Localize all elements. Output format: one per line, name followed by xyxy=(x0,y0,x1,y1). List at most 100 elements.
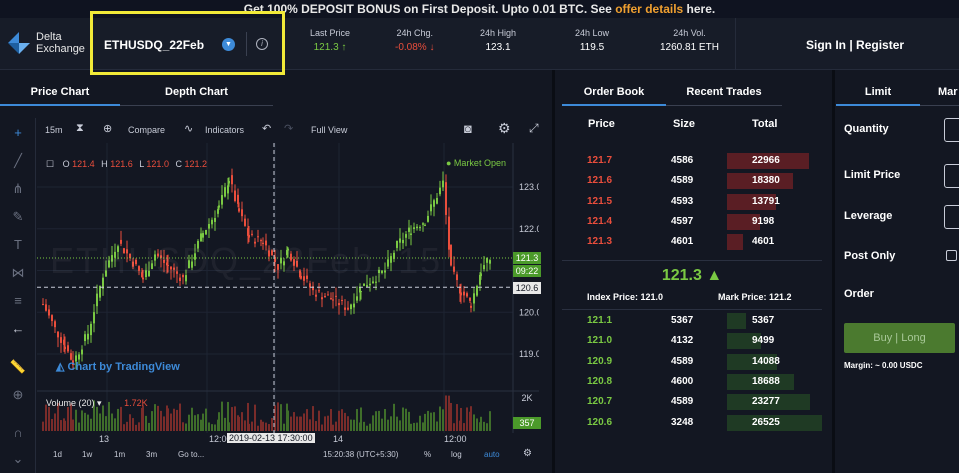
tab-price-chart[interactable]: Price Chart xyxy=(0,82,120,106)
volume-bar xyxy=(194,415,196,431)
offer-details-link[interactable]: offer details xyxy=(615,2,684,16)
undo-icon[interactable]: ↶ xyxy=(262,123,272,135)
leverage-input[interactable] xyxy=(944,205,959,229)
fullview-button[interactable]: Full View xyxy=(311,125,348,135)
compare-icon[interactable]: ⊕ xyxy=(103,123,113,135)
info-icon[interactable]: i xyxy=(256,38,268,50)
signin-link[interactable]: Sign In xyxy=(806,38,846,52)
candle-body xyxy=(300,275,302,279)
tab-recent-trades[interactable]: Recent Trades xyxy=(666,82,782,106)
fullscreen-icon[interactable]: ⤢ xyxy=(529,121,539,135)
volume-bar xyxy=(78,422,80,431)
stat-value: 1260.81 ETH xyxy=(660,42,719,53)
auto-toggle[interactable]: auto xyxy=(484,450,500,459)
candle-body xyxy=(231,175,233,185)
bid-row[interactable]: 120.7 4589 23277 xyxy=(562,392,822,412)
candle-body xyxy=(344,307,346,310)
volume-bar xyxy=(450,402,452,431)
ob-size: 4589 xyxy=(671,175,694,187)
arrow-left-icon[interactable]: ← xyxy=(11,321,25,336)
bid-row[interactable]: 120.8 4600 18688 xyxy=(562,372,822,392)
price-chart[interactable]: 123.0 122.0 121.0 120.0 119.0 xyxy=(37,143,539,433)
volume-bar xyxy=(402,407,404,431)
camera-icon[interactable]: ◙ xyxy=(464,121,472,136)
fib-icon[interactable]: ≡ xyxy=(14,293,22,308)
volume-bar xyxy=(381,418,383,431)
tab-limit[interactable]: Limit xyxy=(836,82,920,106)
fork-icon[interactable]: ⋔ xyxy=(12,181,24,196)
ask-row[interactable]: 121.3 4601 4601 xyxy=(562,232,822,252)
ask-row[interactable]: 121.4 4597 9198 xyxy=(562,212,822,232)
ask-row[interactable]: 121.6 4589 18380 xyxy=(562,171,822,191)
chart-bottom-bar: 1d 1w 1m 3m Go to... 15:20:38 (UTC+5:30)… xyxy=(37,446,539,464)
ob-total: 18688 xyxy=(752,375,780,387)
ask-row[interactable]: 121.5 4593 13791 xyxy=(562,192,822,212)
log-toggle[interactable]: log xyxy=(451,450,462,459)
ohlc-c-label: C xyxy=(175,159,182,169)
logo-line2: Exchange xyxy=(36,43,85,55)
tab-depth-chart[interactable]: Depth Chart xyxy=(120,82,273,106)
volume-bar xyxy=(399,420,401,431)
candle-body xyxy=(60,337,62,343)
crosshair-icon[interactable]: + xyxy=(14,125,22,140)
candle-body xyxy=(237,194,239,204)
candle-type-icon[interactable]: ⧗ xyxy=(76,122,84,134)
gear-icon[interactable]: ⚙ xyxy=(523,448,532,459)
volume-bar xyxy=(221,401,223,431)
volume-bar xyxy=(254,404,256,431)
tab-order-book[interactable]: Order Book xyxy=(562,82,666,106)
volume-label: Volume (20) xyxy=(46,398,95,408)
tradingview-badge[interactable]: ◭ Chart by TradingView xyxy=(56,360,180,373)
candle-body xyxy=(324,295,326,298)
range-1d[interactable]: 1d xyxy=(53,450,62,459)
range-3m[interactable]: 3m xyxy=(146,450,158,459)
chevron-down-icon[interactable]: ⌄ xyxy=(12,451,24,466)
register-link[interactable]: Register xyxy=(856,38,905,52)
indicators-button[interactable]: Indicators xyxy=(205,125,245,135)
magnet-icon[interactable]: ∩ xyxy=(13,425,23,440)
compare-button[interactable]: Compare xyxy=(128,125,166,135)
logo[interactable]: Delta Exchange xyxy=(6,30,85,56)
bid-row[interactable]: 121.0 4132 9499 xyxy=(562,331,822,351)
post-only-checkbox[interactable] xyxy=(946,250,957,261)
ob-total: 23277 xyxy=(752,396,780,408)
ruler-icon[interactable]: 📏 xyxy=(9,359,27,374)
ask-row[interactable]: 121.7 4586 22966 xyxy=(562,151,822,171)
candle-body xyxy=(90,323,92,336)
percent-toggle[interactable]: % xyxy=(424,450,432,459)
range-1w[interactable]: 1w xyxy=(82,450,93,459)
buy-long-button[interactable]: Buy | Long xyxy=(844,323,955,353)
candle-body xyxy=(286,249,288,256)
candlestick-chart[interactable]: 123.0 122.0 121.0 120.0 119.0 xyxy=(37,143,539,433)
zoom-icon[interactable]: ⊕ xyxy=(12,387,24,402)
redo-icon[interactable]: ↷ xyxy=(284,123,294,135)
chevron-down-icon[interactable]: ▼ xyxy=(222,38,235,51)
candle-body xyxy=(390,256,392,263)
trendline-icon[interactable]: ╱ xyxy=(14,153,22,168)
pattern-icon[interactable]: ⋈ xyxy=(11,265,25,280)
candle-body xyxy=(479,274,481,285)
volume-last-tag: 357 xyxy=(513,417,541,429)
indicators-icon[interactable]: ∿ xyxy=(184,123,194,135)
quantity-input[interactable] xyxy=(944,118,959,142)
volume-bar xyxy=(90,418,92,431)
bid-row[interactable]: 121.1 5367 5367 xyxy=(562,311,822,331)
candle-body xyxy=(160,255,162,258)
tab-market[interactable]: Mar xyxy=(920,82,959,106)
candle-body xyxy=(335,295,337,297)
bid-row[interactable]: 120.9 4589 14088 xyxy=(562,352,822,372)
candle-body xyxy=(466,293,468,297)
range-1m[interactable]: 1m xyxy=(114,450,126,459)
text-icon[interactable]: T xyxy=(14,237,22,252)
limit-price-input[interactable] xyxy=(944,164,959,188)
brush-icon[interactable]: ✎ xyxy=(12,209,24,224)
goto-button[interactable]: Go to... xyxy=(178,450,205,459)
bid-row[interactable]: 120.6 3248 26525 xyxy=(562,413,822,433)
symbol-selector[interactable]: ETHUSDQ_22Feb xyxy=(104,38,205,52)
time-label: 12:00 xyxy=(444,434,467,444)
stat-24h-change: 24h Chg. -0.08% ↓ xyxy=(395,28,434,53)
interval-selector[interactable]: 15m xyxy=(45,125,63,135)
candle-body xyxy=(57,331,59,338)
candle-body xyxy=(356,296,358,301)
gear-icon[interactable]: ⚙ xyxy=(498,120,511,136)
